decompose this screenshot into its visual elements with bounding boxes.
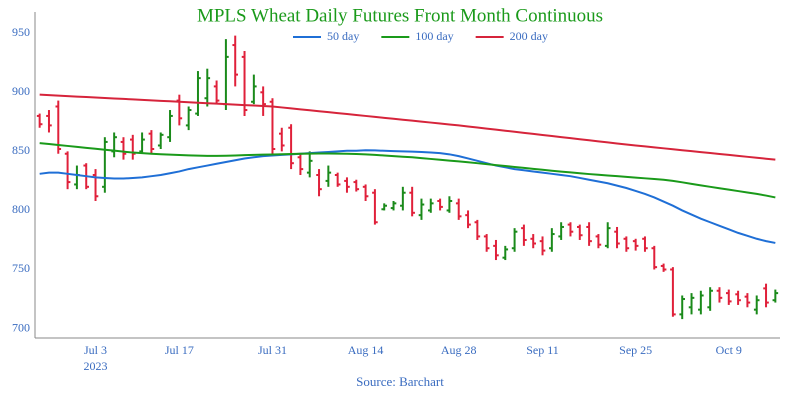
y-tick-label: 850 — [12, 143, 30, 157]
x-year-label: 2023 — [84, 359, 108, 373]
x-tick-label: Jul 3 — [84, 343, 107, 357]
moving-average-line — [39, 93, 776, 161]
x-tick-label: Aug 14 — [348, 343, 384, 357]
y-tick-label: 800 — [12, 202, 30, 216]
legend-label: 200 day — [510, 29, 548, 43]
x-tick-label: Jul 17 — [165, 343, 194, 357]
legend-label: 100 day — [415, 29, 453, 43]
legend-label: 50 day — [327, 29, 359, 43]
y-tick-label: 950 — [12, 25, 30, 39]
x-tick-label: Jul 31 — [258, 343, 287, 357]
x-tick-label: Sep 11 — [526, 343, 559, 357]
source-note: Source: Barchart — [356, 374, 444, 389]
y-tick-label: 750 — [12, 261, 30, 275]
y-tick-label: 900 — [12, 84, 30, 98]
moving-average-line — [39, 149, 776, 244]
y-tick-label: 700 — [12, 320, 30, 334]
x-tick-label: Sep 25 — [619, 343, 652, 357]
x-tick-label: Aug 28 — [441, 343, 477, 357]
chart-title: MPLS Wheat Daily Futures Front Month Con… — [197, 5, 603, 26]
x-tick-label: Oct 9 — [716, 343, 742, 357]
moving-average-line — [39, 142, 776, 199]
